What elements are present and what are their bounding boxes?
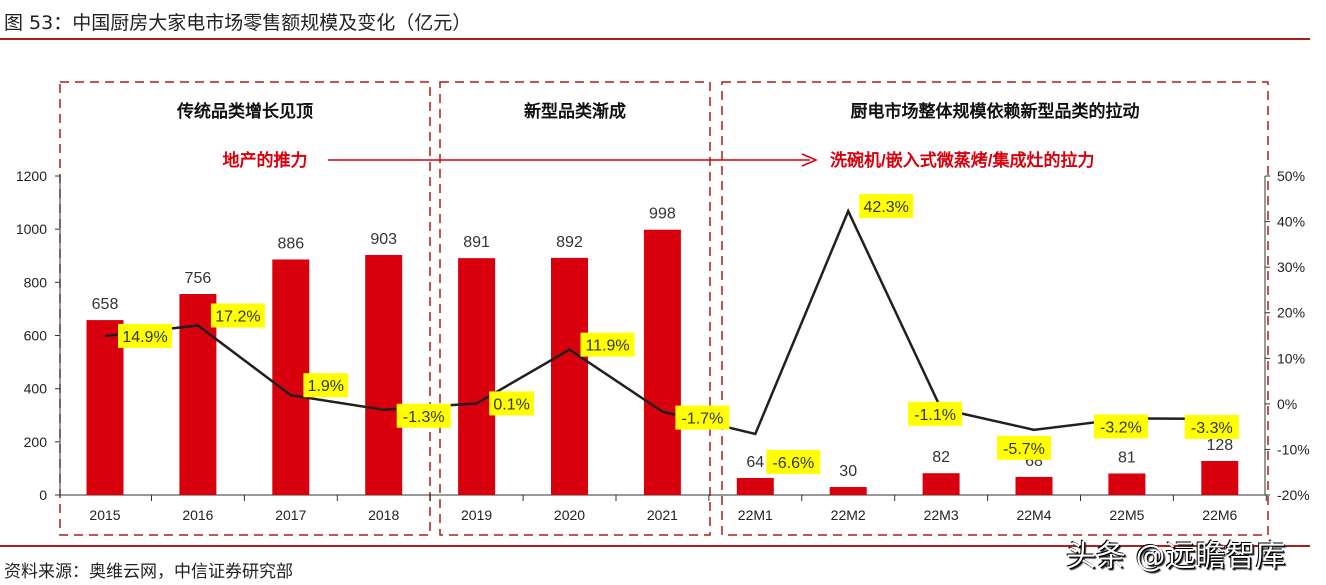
section-label: 厨电市场整体规模依赖新型品类的拉动 xyxy=(851,101,1140,121)
bar-label: 81 xyxy=(1118,449,1136,466)
arrow-left-label: 地产的推力 xyxy=(223,150,308,170)
line-label: 17.2% xyxy=(215,308,260,325)
right-tick-label: -20% xyxy=(1277,487,1310,503)
bar xyxy=(551,257,588,495)
bar-label: 64 xyxy=(746,454,764,471)
line-label: 11.9% xyxy=(585,338,629,355)
bar xyxy=(1015,476,1053,495)
x-tick-label: 2015 xyxy=(89,507,120,523)
figure-title: 图 53：中国厨房大家电市场零售额规模及变化（亿元） xyxy=(4,12,472,34)
line-label: 0.1% xyxy=(493,396,529,413)
line-label: -6.6% xyxy=(772,455,814,472)
bar xyxy=(179,294,217,495)
x-tick-label: 22M2 xyxy=(831,507,866,523)
top-rule xyxy=(0,38,1310,40)
line-label: -3.2% xyxy=(1100,419,1142,436)
right-tick-label: 10% xyxy=(1277,350,1305,366)
bar-label: 658 xyxy=(92,296,119,313)
bar-label: 30 xyxy=(839,463,857,480)
bar xyxy=(1108,473,1146,495)
bar-label: 998 xyxy=(649,206,676,223)
bar xyxy=(86,320,124,495)
bar xyxy=(643,229,681,495)
bar-label: 82 xyxy=(932,449,950,466)
bar xyxy=(736,477,774,495)
right-tick-label: 50% xyxy=(1277,168,1305,184)
bar-label: 891 xyxy=(463,234,490,251)
line-label-bg xyxy=(1184,414,1239,439)
x-tick-label: 2017 xyxy=(275,507,306,523)
line-label-bg xyxy=(210,303,265,328)
bottom-rule xyxy=(0,545,1310,547)
x-tick-label: 22M4 xyxy=(1016,507,1051,523)
section-box xyxy=(439,81,711,536)
bar xyxy=(365,254,403,495)
arrow-head-icon xyxy=(801,153,818,167)
line-label-bg xyxy=(766,449,821,474)
bar xyxy=(922,473,960,495)
line-label-bg xyxy=(1093,414,1148,439)
x-tick-label: 22M1 xyxy=(738,507,773,523)
left-tick-label: 1000 xyxy=(16,221,47,237)
line-label: 1.9% xyxy=(308,378,344,395)
left-tick-label: 1200 xyxy=(16,168,47,184)
x-tick-label: 22M3 xyxy=(924,507,959,523)
right-tick-label: 40% xyxy=(1277,214,1305,230)
section-box xyxy=(59,81,431,536)
right-tick-label: 20% xyxy=(1277,305,1305,321)
line-label: -1.3% xyxy=(403,409,445,426)
x-tick-label: 2018 xyxy=(368,507,399,523)
line-label-bg xyxy=(997,435,1051,460)
bar-label: 128 xyxy=(1206,437,1233,454)
line-label-bg xyxy=(118,323,172,348)
line-label-bg xyxy=(675,405,730,430)
x-tick-label: 2016 xyxy=(182,507,213,523)
left-tick-label: 0 xyxy=(39,487,47,503)
arrow-right-label: 洗碗机/嵌入式微蒸烤/集成灶的拉力 xyxy=(830,150,1094,170)
line-label-bg xyxy=(303,373,349,398)
x-tick-label: 2020 xyxy=(554,507,585,523)
line-label: 42.3% xyxy=(864,199,909,216)
bar xyxy=(458,258,496,495)
bar xyxy=(1201,460,1239,495)
source-note: 资料来源：奥维云网，中信证券研究部 xyxy=(4,562,293,582)
line-label: -1.1% xyxy=(914,407,956,424)
x-tick-label: 2019 xyxy=(461,507,492,523)
section-label: 新型品类渐成 xyxy=(524,101,626,121)
line-label-bg xyxy=(396,403,451,428)
line-label-bg xyxy=(580,332,635,357)
section-label: 传统品类增长见顶 xyxy=(176,101,313,121)
line-label-bg xyxy=(489,391,534,416)
bar xyxy=(829,487,867,495)
bar-label: 756 xyxy=(185,270,212,287)
bar xyxy=(272,259,310,495)
section-box xyxy=(721,81,1269,536)
line-label: 14.9% xyxy=(122,329,167,346)
line-label-bg xyxy=(859,194,914,219)
growth-line xyxy=(104,208,1220,436)
watermark: 头条 @远瞻智库 xyxy=(1066,539,1286,574)
line-label-bg xyxy=(908,401,963,426)
line-label: -5.7% xyxy=(1003,441,1045,458)
bar-label: 886 xyxy=(277,235,304,252)
x-tick-label: 2021 xyxy=(647,507,678,523)
right-tick-label: 0% xyxy=(1277,396,1297,412)
bar-label: 892 xyxy=(556,234,583,251)
left-tick-label: 200 xyxy=(24,434,48,450)
left-tick-label: 800 xyxy=(24,274,48,290)
bar-label: 903 xyxy=(370,231,397,248)
left-tick-label: 600 xyxy=(24,328,48,344)
left-tick-label: 400 xyxy=(24,381,48,397)
right-tick-label: 30% xyxy=(1277,259,1305,275)
x-tick-label: 22M5 xyxy=(1109,507,1144,523)
line-label: -1.7% xyxy=(682,411,724,428)
line-label: -3.3% xyxy=(1191,420,1233,437)
right-tick-label: -10% xyxy=(1277,441,1310,457)
x-tick-label: 22M6 xyxy=(1202,507,1237,523)
